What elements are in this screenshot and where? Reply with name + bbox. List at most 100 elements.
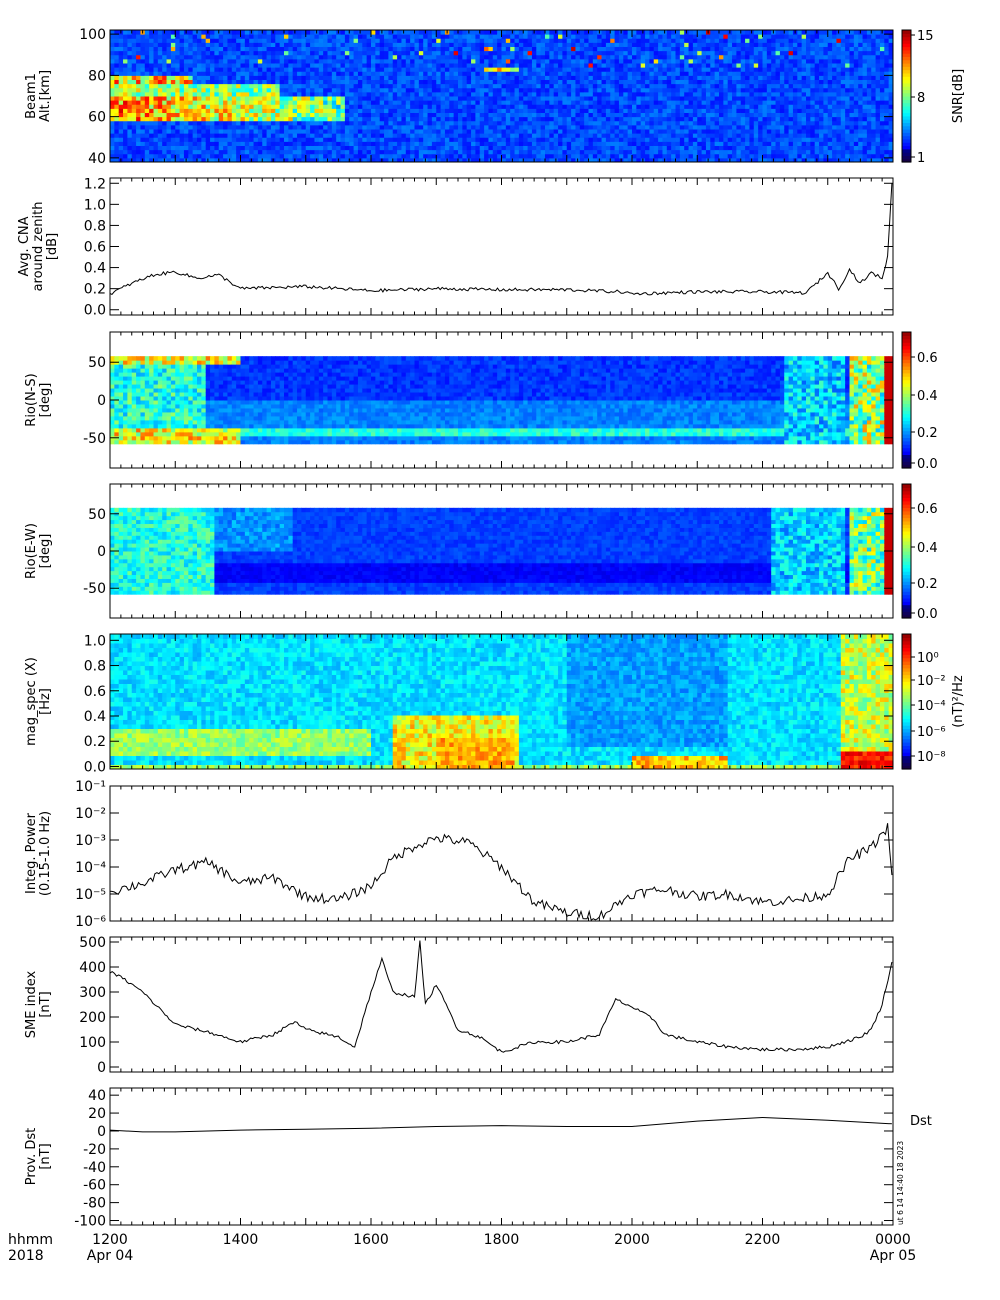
beam1-cell xyxy=(170,46,176,52)
beam1-cell xyxy=(466,149,472,155)
beam1-cell xyxy=(571,100,576,105)
beam1-cell xyxy=(453,153,459,159)
beam1-cell xyxy=(297,133,302,138)
beam1-cell xyxy=(579,54,585,60)
beam1-cell xyxy=(527,38,533,43)
beam1-cell xyxy=(466,133,472,138)
beam1-cell xyxy=(732,137,737,142)
beam1-cell xyxy=(610,108,616,113)
beam1-cell xyxy=(705,54,711,60)
beam1-cell xyxy=(640,116,646,122)
beam1-cell xyxy=(627,58,633,64)
beam1-cell xyxy=(466,58,472,64)
beam1-cell xyxy=(127,42,133,47)
beam1-cell xyxy=(527,63,533,68)
beam1-cell xyxy=(540,46,546,52)
beam1-cell xyxy=(562,54,568,60)
beam1-cell xyxy=(223,96,228,101)
beam1-cell xyxy=(401,96,407,101)
beam1-cell xyxy=(653,79,659,85)
beam1-cell xyxy=(597,67,603,72)
beam1-cell xyxy=(153,34,159,39)
beam1-cell xyxy=(375,133,381,138)
beam1-cell xyxy=(540,79,546,85)
beam1-cell xyxy=(605,145,611,151)
beam1-cell xyxy=(784,54,790,60)
beam1-cell xyxy=(579,104,585,109)
beam1-cell xyxy=(270,67,276,72)
beam1-cell xyxy=(362,96,368,101)
beam1-cell xyxy=(523,83,529,89)
beam1-cell xyxy=(632,79,637,85)
beam1-cell xyxy=(540,30,546,35)
beam1-cell xyxy=(183,83,189,89)
beam1-cell xyxy=(179,153,185,159)
beam1-cell xyxy=(575,133,581,138)
beam1-cell xyxy=(371,42,376,47)
beam1-cell xyxy=(458,153,463,159)
beam1-cell xyxy=(466,153,472,159)
beam1-cell xyxy=(371,141,376,146)
beam1-cell xyxy=(371,91,376,97)
beam1-cell xyxy=(592,67,598,72)
beam1-cell xyxy=(679,149,685,155)
beam1-cell xyxy=(466,42,472,47)
beam1-cell xyxy=(201,133,207,138)
beam1-cell xyxy=(301,96,307,101)
beam1-cell xyxy=(362,141,368,146)
beam1-cell xyxy=(623,100,629,105)
beam1-cell xyxy=(379,87,385,93)
beam1-cell xyxy=(227,153,233,159)
beam1-cell xyxy=(405,145,411,151)
beam1-cell xyxy=(623,75,629,80)
beam1-cell xyxy=(340,54,346,60)
beam1-cell xyxy=(771,153,777,159)
beam1-cell xyxy=(671,96,676,101)
beam1-cell xyxy=(697,137,703,142)
beam1-cell xyxy=(288,34,294,39)
beam1-cell xyxy=(671,46,676,52)
beam1-cell xyxy=(553,83,559,89)
beam1-cell xyxy=(384,120,389,126)
beam1-cell xyxy=(714,116,720,122)
beam1-cell xyxy=(675,79,681,85)
beam1-cell xyxy=(301,112,307,118)
beam1-cell xyxy=(514,38,520,43)
beam1-cell xyxy=(705,137,711,142)
beam1-cell xyxy=(697,100,703,105)
beam1-cell xyxy=(144,38,150,43)
beam1-cell xyxy=(553,112,559,118)
beam1-cell xyxy=(636,153,642,159)
beam1-cell xyxy=(323,46,328,52)
beam1-cell xyxy=(549,153,555,159)
beam1-cell xyxy=(144,129,150,134)
beam1-cell xyxy=(649,71,655,76)
beam1-cell xyxy=(449,104,455,109)
beam1-cell xyxy=(444,79,450,85)
beam1-cell xyxy=(305,153,311,159)
beam1-cell xyxy=(118,34,124,39)
beam1-cell xyxy=(645,58,650,64)
beam1-cell xyxy=(153,79,159,85)
beam1-cell xyxy=(671,83,676,89)
beam1-cell xyxy=(679,112,685,118)
beam1-cell xyxy=(270,100,276,105)
beam1-cell xyxy=(640,87,646,93)
beam1-cell xyxy=(288,79,294,85)
beam1-cell xyxy=(262,63,268,68)
beam1-cell xyxy=(257,96,263,101)
beam1-cell xyxy=(540,104,546,109)
beam1-cell xyxy=(658,145,663,151)
beam1-cell xyxy=(475,133,481,138)
beam1-cell xyxy=(444,112,450,118)
beam1-cell xyxy=(597,79,603,85)
beam1-cell xyxy=(471,141,476,146)
beam1-cell xyxy=(197,153,202,159)
beam1-cell xyxy=(666,108,672,113)
beam1-cell xyxy=(240,124,246,130)
beam1-cell xyxy=(605,83,611,89)
beam1-cell xyxy=(136,153,141,159)
beam1-cell xyxy=(710,112,716,118)
beam1-cell xyxy=(497,71,502,76)
beam1-cell xyxy=(518,153,524,159)
